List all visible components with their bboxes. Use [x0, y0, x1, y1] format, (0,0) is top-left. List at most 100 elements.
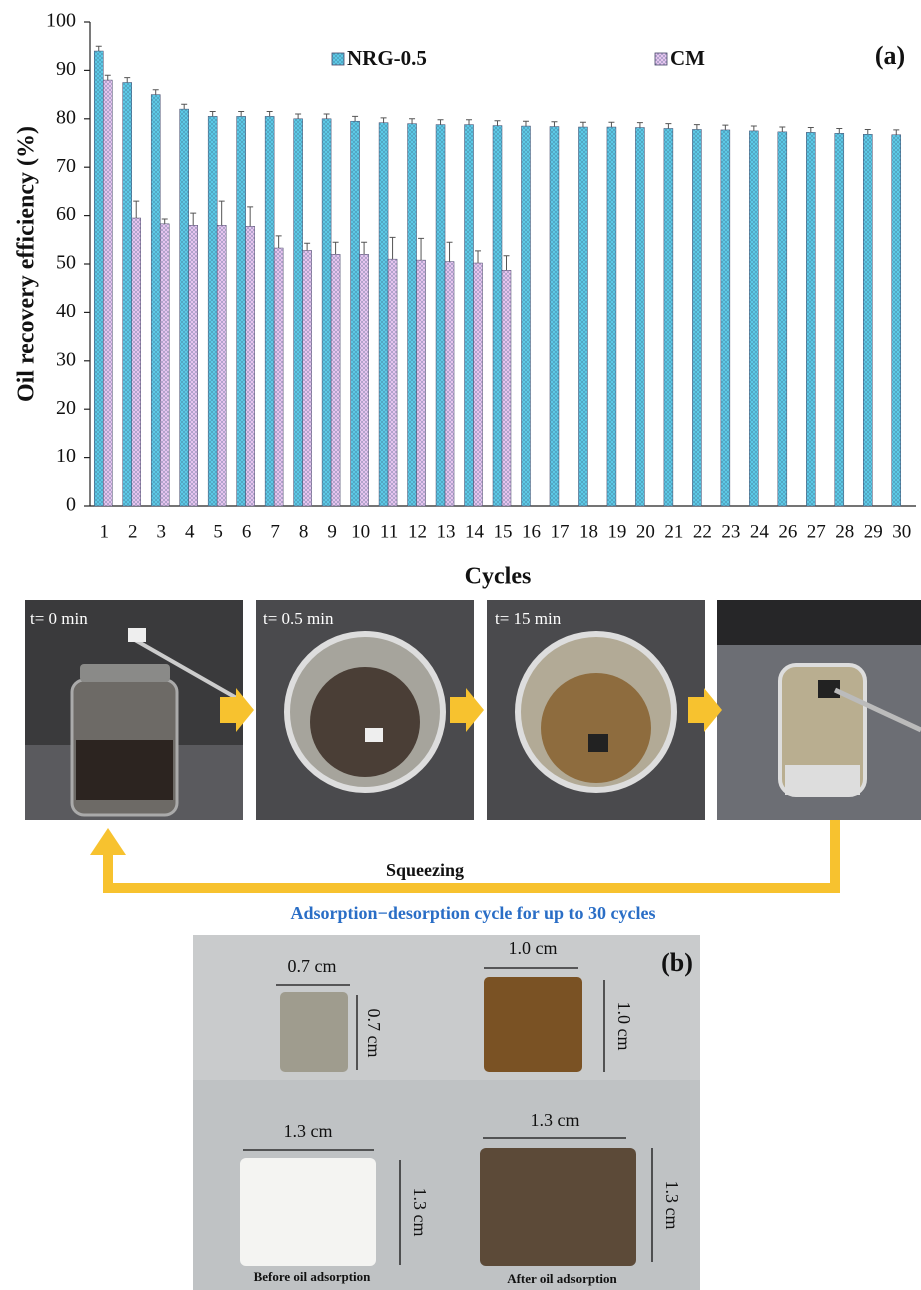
error-bar	[304, 243, 310, 250]
bar	[123, 83, 132, 507]
bar	[360, 254, 369, 506]
jar-neck	[80, 664, 170, 682]
bar	[692, 129, 701, 506]
error-bar	[361, 242, 367, 254]
x-tick-label: 4	[185, 521, 195, 542]
bar	[351, 121, 360, 506]
x-tick-label: 20	[636, 521, 655, 542]
dimension: 1.0 cm	[614, 1002, 634, 1051]
error-bar	[409, 119, 415, 124]
bar	[493, 126, 502, 506]
bar	[217, 225, 226, 506]
x-tick-label: 9	[327, 521, 337, 542]
y-tick-label: 80	[56, 106, 76, 128]
x-tick-label: 23	[721, 521, 740, 542]
y-tick-label: 30	[56, 348, 76, 370]
sample	[588, 734, 608, 752]
error-bar	[836, 128, 842, 133]
bar	[208, 116, 217, 506]
x-tick-label: 27	[807, 521, 826, 542]
bar	[550, 127, 559, 506]
x-tick-label: 8	[299, 521, 309, 542]
y-axis-title: Oil recovery efficiency (%)	[14, 126, 40, 402]
error-bar	[751, 126, 757, 131]
error-bar	[466, 120, 472, 125]
dimension: 1.3 cm	[410, 1188, 430, 1237]
fiber	[240, 1158, 376, 1266]
photo-bg	[717, 600, 921, 645]
bar	[465, 125, 474, 506]
photo-sequence: t= 0 min t= 0.5 min t= 15 min Squeezing …	[25, 600, 921, 923]
sponge	[280, 992, 348, 1072]
x-tick-label: 13	[437, 521, 456, 542]
sample	[365, 728, 383, 742]
error-bar	[295, 114, 301, 119]
x-tick-label: 17	[550, 521, 569, 542]
y-tick-label: 60	[56, 203, 76, 225]
dimension: 1.3 cm	[662, 1181, 682, 1230]
bar	[151, 95, 160, 506]
frame-label: t= 0.5 min	[263, 609, 334, 628]
dimension: 0.7 cm	[364, 1009, 384, 1058]
error-bar	[893, 130, 899, 135]
bar	[664, 128, 673, 506]
bar	[322, 119, 331, 506]
error-bar	[551, 122, 557, 127]
x-tick-label: 28	[835, 521, 854, 542]
bar	[502, 270, 511, 506]
error-bar	[779, 127, 785, 132]
error-bar	[190, 213, 196, 225]
bar	[274, 248, 283, 506]
error-bar	[238, 112, 244, 117]
y-tick-label: 20	[56, 397, 76, 419]
error-bar	[637, 123, 643, 128]
error-bar	[96, 46, 102, 51]
error-bar	[247, 207, 253, 226]
sample-caption: After oil adsorption	[507, 1271, 617, 1286]
x-tick-label: 19	[607, 521, 626, 542]
x-tick-label: 26	[778, 521, 797, 542]
x-tick-label: 16	[522, 521, 541, 542]
x-axis-title: Cycles	[465, 564, 532, 590]
x-tick-label: 21	[664, 521, 683, 542]
y-tick-label: 0	[66, 494, 76, 516]
oil	[310, 667, 420, 777]
error-bar	[475, 251, 481, 263]
bar	[778, 132, 787, 506]
error-bar	[523, 121, 529, 126]
bar	[103, 80, 112, 506]
frame-label: t= 0 min	[30, 609, 88, 628]
error-bar	[447, 242, 453, 261]
bar	[94, 51, 103, 506]
error-bar	[495, 121, 501, 126]
legend-label: CM	[670, 46, 705, 70]
bar	[379, 123, 388, 506]
error-bar	[694, 125, 700, 130]
bar	[521, 126, 530, 506]
bar	[835, 133, 844, 506]
cycle-arrow	[108, 820, 835, 888]
dimension: 1.0 cm	[509, 938, 558, 958]
error-bar	[808, 128, 814, 133]
error-bar	[133, 201, 139, 218]
bar-chart: (a) Cycles Oil recovery efficiency (%) 0…	[14, 10, 917, 590]
x-tick-label: 14	[465, 521, 485, 542]
panel-label: (a)	[875, 41, 905, 70]
dimension: 1.3 cm	[531, 1110, 580, 1130]
error-bar	[381, 118, 387, 123]
y-tick-label: 70	[56, 155, 76, 177]
error-bar	[352, 116, 358, 121]
error-bar	[124, 78, 130, 83]
bar	[160, 224, 169, 506]
bar	[806, 132, 815, 506]
y-tick-label: 10	[56, 445, 76, 467]
x-tick-label: 24	[750, 521, 770, 542]
error-bar	[418, 238, 424, 260]
x-tick-label: 11	[380, 521, 398, 542]
bar	[436, 125, 445, 506]
error-bar	[210, 112, 216, 117]
y-tick-label: 50	[56, 252, 76, 274]
bar	[294, 119, 303, 506]
bar	[892, 135, 901, 506]
bar	[749, 131, 758, 506]
